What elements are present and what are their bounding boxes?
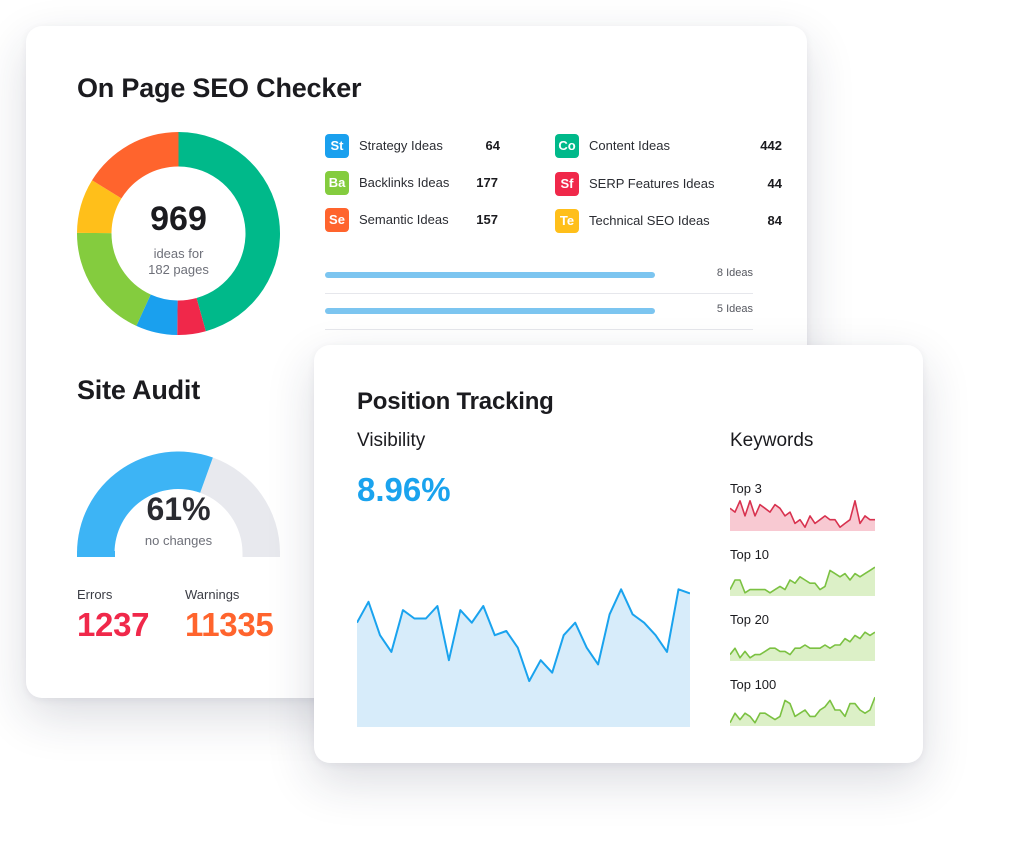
position-tracking-title: Position Tracking: [357, 388, 554, 415]
visibility-label: Visibility: [357, 430, 426, 451]
idea-item-backlinks[interactable]: Ba Backlinks Ideas 177: [325, 171, 525, 197]
idea-label: Content Ideas: [589, 138, 670, 153]
idea-bar-text: 5 Ideas: [716, 303, 753, 315]
idea-item-semantic[interactable]: Se Semantic Ideas 157: [325, 208, 525, 234]
site-audit-gauge: 61% no changes: [77, 427, 280, 557]
donut-segment-strategy-ideas[interactable]: [136, 294, 178, 335]
idea-item-serp-features[interactable]: Sf SERP Features Ideas 44: [555, 172, 782, 198]
idea-bar-row[interactable]: 5 Ideas: [325, 301, 753, 330]
donut-segment-serp-features-ideas[interactable]: [177, 298, 206, 335]
technical-seo-badge: Te: [555, 209, 579, 233]
idea-bar-row[interactable]: 8 Ideas: [325, 265, 753, 294]
donut-segment-technical-seo-ideas[interactable]: [77, 180, 122, 234]
semantic-badge: Se: [325, 208, 349, 232]
site-audit-title: Site Audit: [77, 375, 200, 405]
gauge-fill-base: [77, 551, 115, 557]
idea-bar: [325, 308, 655, 314]
gauge-track-base: [242, 551, 280, 557]
idea-count: 157: [476, 212, 498, 227]
idea-count: 44: [767, 176, 782, 191]
content-badge: Co: [555, 134, 579, 158]
idea-label: Technical SEO Ideas: [589, 213, 710, 228]
idea-label: Backlinks Ideas: [359, 175, 450, 190]
idea-item-content[interactable]: Co Content Ideas 442: [555, 134, 782, 160]
divider: [325, 329, 753, 330]
ideas-donut-chart: 969 ideas for 182 pages: [77, 132, 280, 335]
top-20-label: Top 20: [730, 612, 770, 627]
top-10-label: Top 10: [730, 547, 770, 562]
backlinks-badge: Ba: [325, 171, 349, 195]
donut-segment-content-ideas[interactable]: [178, 132, 281, 332]
visibility-line: [357, 588, 690, 683]
idea-item-strategy[interactable]: St Strategy Ideas 64: [325, 134, 525, 160]
donut-subtitle-line1: ideas for: [153, 246, 204, 261]
idea-label: Semantic Ideas: [359, 212, 449, 227]
donut-segment-backlinks-ideas[interactable]: [77, 232, 151, 326]
gauge-svg: [77, 451, 280, 557]
visibility-area-chart: [357, 588, 690, 727]
strategy-badge: St: [325, 134, 349, 158]
seo-checker-title: On Page SEO Checker: [77, 73, 362, 103]
gauge-track: [200, 457, 280, 553]
gauge-subtitle: no changes: [144, 533, 213, 548]
errors-label: Errors: [77, 587, 113, 602]
top-10-area: [730, 567, 875, 596]
idea-count: 442: [760, 138, 782, 153]
serp-features-badge: Sf: [555, 172, 579, 196]
gauge-percent: 61%: [146, 491, 211, 527]
idea-count: 84: [767, 213, 782, 228]
gauge-fill: [77, 451, 213, 553]
visibility-value: 8.96%: [357, 471, 451, 508]
donut-total-ideas: 969: [150, 200, 207, 238]
idea-bar: [325, 272, 655, 278]
donut-subtitle-line2: 182 pages: [148, 262, 209, 277]
top-100-sparkline: [730, 696, 875, 726]
idea-item-technical-seo[interactable]: Te Technical SEO Ideas 84: [555, 209, 782, 235]
donut-center: 969 ideas for 182 pages: [77, 132, 280, 335]
donut-segment-semantic-ideas[interactable]: [92, 132, 179, 199]
donut-svg: [77, 132, 280, 335]
idea-label: SERP Features Ideas: [589, 176, 715, 191]
idea-count: 177: [476, 175, 498, 190]
top-100-label: Top 100: [730, 677, 777, 692]
top-3-line: [730, 500, 875, 528]
keywords-label: Keywords: [730, 430, 814, 451]
top-10-sparkline: [730, 566, 875, 596]
errors-value[interactable]: 1237: [77, 606, 150, 643]
warnings-label: Warnings: [185, 587, 240, 602]
position-tracking-card: Position Tracking Visibility 8.96% Keywo…: [314, 345, 923, 763]
visibility-area: [357, 589, 690, 727]
top-3-sparkline: [730, 500, 875, 531]
divider: [325, 293, 753, 294]
top-20-sparkline: [730, 631, 875, 661]
top-100-line: [730, 696, 875, 724]
idea-bar-text: 8 Ideas: [716, 267, 753, 279]
top-3-label: Top 3: [730, 481, 762, 496]
idea-count: 64: [485, 138, 500, 153]
top-3-area: [730, 500, 875, 531]
top-10-line: [730, 566, 875, 594]
idea-label: Strategy Ideas: [359, 138, 443, 153]
warnings-value[interactable]: 11335: [185, 606, 274, 643]
top-20-line: [730, 631, 875, 659]
